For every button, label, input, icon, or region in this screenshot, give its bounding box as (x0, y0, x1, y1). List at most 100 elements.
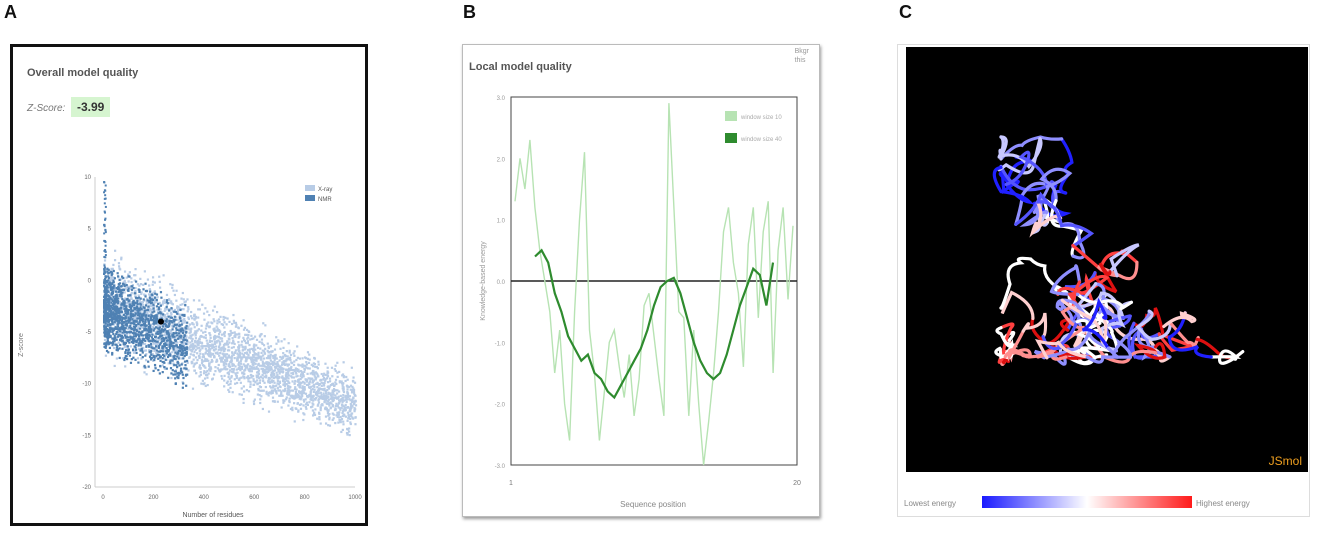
nmr-point (132, 356, 135, 359)
nmr-point (175, 323, 179, 326)
xray-point (207, 353, 210, 356)
nmr-point (168, 335, 171, 338)
xray-point (246, 364, 249, 367)
nmr-point (136, 317, 139, 320)
nmr-point (137, 342, 140, 345)
nmr-point (131, 338, 135, 341)
xray-point (346, 388, 349, 391)
xray-point (140, 292, 143, 296)
xray-point (222, 348, 225, 351)
nmr-point (113, 307, 116, 311)
xray-point (130, 277, 133, 280)
xray-point (159, 314, 162, 318)
nmr-point (169, 362, 172, 365)
xray-point (328, 404, 331, 407)
nmr-point (118, 347, 121, 350)
xray-point (316, 417, 319, 420)
xray-point (229, 386, 232, 389)
xray-point (208, 314, 211, 317)
nmr-point (183, 360, 187, 363)
nmr-point (154, 292, 157, 295)
xray-point (301, 372, 304, 375)
xray-point (234, 365, 237, 368)
nmr-point (106, 317, 109, 320)
xray-point (341, 396, 344, 399)
xray-point (239, 360, 242, 363)
nmr-point (138, 290, 141, 294)
xray-point (120, 314, 123, 317)
nmr-point (113, 297, 116, 301)
xray-point (171, 324, 174, 327)
xray-point (346, 391, 349, 395)
nmr-point (107, 333, 111, 337)
nmr-point (149, 343, 153, 346)
nmr-point (164, 342, 167, 345)
xray-point (327, 387, 331, 390)
xray-point (220, 346, 224, 349)
xray-point (267, 364, 270, 367)
xray-point (191, 347, 194, 350)
nmr-point (123, 305, 126, 308)
xray-point (317, 363, 320, 366)
xray-point (330, 394, 333, 397)
xray-point (265, 367, 268, 371)
xray-point (351, 388, 354, 392)
nmr-point (171, 369, 174, 372)
nmr-point (104, 294, 107, 297)
xray-point (127, 301, 130, 305)
xray-point (321, 403, 324, 406)
xray-point (142, 346, 145, 349)
xray-point (319, 422, 322, 425)
nmr-point (104, 291, 107, 294)
nmr-point (127, 348, 130, 351)
nmr-point (105, 335, 109, 338)
xray-point (125, 333, 129, 336)
nmr-point (132, 341, 135, 345)
nmr-point (151, 338, 154, 341)
y-tick-label: 3.0 (497, 96, 506, 102)
xray-point (227, 346, 230, 349)
xray-point (193, 317, 196, 321)
nmr-point (157, 306, 161, 309)
xray-point (257, 387, 260, 391)
xray-point (296, 374, 299, 378)
xray-point (291, 394, 294, 397)
nmr-point (105, 332, 108, 336)
xray-point (208, 365, 211, 368)
xray-point (143, 293, 146, 296)
nmr-point (154, 320, 158, 323)
nmr-point (116, 302, 120, 305)
xray-point (198, 356, 201, 360)
xray-point (288, 357, 291, 360)
xray-point (325, 407, 329, 410)
nmr-point (121, 324, 124, 327)
nmr-point (182, 336, 185, 339)
nmr-point (136, 339, 139, 342)
xray-point (215, 325, 218, 328)
xray-point (344, 407, 347, 411)
xray-point (280, 392, 283, 395)
xray-point (271, 375, 274, 378)
nmr-point (136, 309, 139, 312)
xray-point (204, 352, 207, 355)
xray-point (336, 361, 339, 364)
xray-point (143, 349, 146, 352)
xray-point (164, 316, 167, 319)
xray-point (143, 318, 146, 322)
nmr-point (108, 318, 111, 321)
xray-point (148, 294, 152, 297)
xray-point (340, 406, 343, 409)
xray-point (206, 342, 209, 346)
xray-point (267, 394, 270, 397)
nmr-point (117, 325, 120, 328)
nmr-point (120, 337, 123, 340)
nmr-point (180, 344, 183, 348)
xray-point (131, 284, 134, 287)
xray-point (166, 322, 169, 325)
nmr-point (147, 360, 150, 363)
xray-point (235, 323, 238, 326)
jsmol-viewer[interactable]: JSmol (906, 47, 1308, 472)
xray-point (187, 306, 190, 309)
nmr-point (132, 348, 135, 352)
nmr-point (123, 303, 126, 306)
